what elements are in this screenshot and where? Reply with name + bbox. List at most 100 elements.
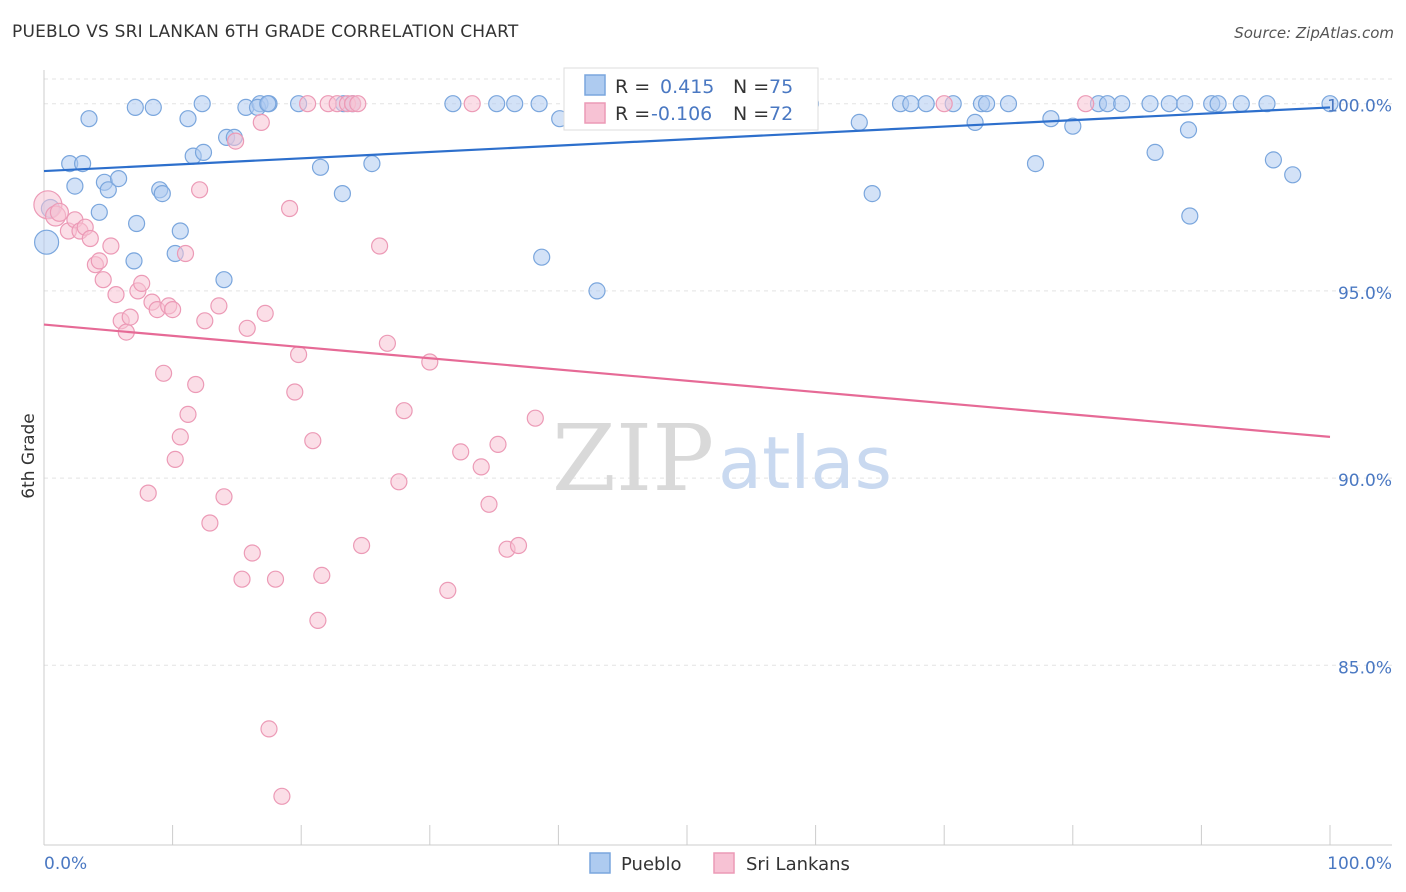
legend-swatch-pueblo [584, 74, 606, 96]
srilankan-point [179, 405, 197, 423]
srilankan-point [215, 488, 233, 506]
chart-title: PUEBLO VS SRI LANKAN 6TH GRADE CORRELATI… [12, 22, 519, 42]
pueblo-point [109, 170, 128, 188]
legend-pueblo-r-value: 0.415 [660, 76, 714, 98]
srilankan-point [155, 364, 173, 382]
srilankan-point [102, 237, 120, 255]
pueblo-point [126, 98, 144, 117]
pueblo-point [530, 95, 548, 113]
srilankan-point [390, 473, 408, 491]
srilankan-point [371, 237, 389, 255]
pueblo-point [917, 95, 935, 113]
pueblo-point [1160, 95, 1178, 113]
pueblo-point [1232, 95, 1250, 113]
legend-swatch-srilankan [584, 102, 606, 124]
srilankan-point [463, 95, 481, 113]
y-tick-label: 85.0% [1338, 658, 1392, 678]
bottom-legend-swatch-pueblo [589, 852, 611, 874]
legend-box [563, 67, 819, 131]
srilankan-point [281, 199, 299, 218]
pueblo-point [80, 110, 98, 128]
legend-srilankan-r-value: -0.106 [651, 103, 712, 125]
bottom-legend-swatch-srilankan [713, 852, 735, 874]
srilankan-point [256, 304, 274, 322]
srilankan-point [201, 514, 219, 532]
srilankan-point [480, 495, 498, 513]
srilankan-point [509, 536, 528, 555]
srilankan-point [290, 345, 308, 364]
srilankan-point [90, 252, 108, 270]
srilankan-point [171, 428, 189, 446]
srilankan-point [935, 95, 953, 113]
pueblo-point [73, 155, 92, 173]
pueblo-point [902, 95, 920, 113]
legend-srilankan-n-label: N = [733, 103, 769, 125]
srilankan-point [187, 375, 205, 394]
srilankan-point [81, 229, 99, 248]
srilankan-point [243, 544, 261, 562]
srilankan-point [260, 720, 278, 738]
srilankan-point [304, 432, 322, 450]
pueblo-point [1146, 143, 1164, 161]
y-axis-label: 6th Grade [19, 413, 39, 499]
srilankan-trend-line [43, 323, 1331, 439]
pueblo-point [179, 110, 197, 128]
srilankan-point [233, 570, 251, 588]
srilankan-point [191, 181, 209, 199]
pueblo-point [1141, 95, 1159, 113]
bottom-legend-pueblo: Pueblo [621, 854, 681, 875]
srilankan-point [121, 308, 139, 326]
pueblo-point [333, 185, 351, 203]
pueblo-point [1181, 207, 1199, 225]
pueblo-point [444, 95, 462, 113]
pueblo-point [33, 229, 60, 255]
pueblo-point [1179, 121, 1198, 139]
pueblo-point [99, 181, 117, 199]
srilankan-point [395, 402, 413, 420]
pueblo-point [588, 282, 606, 300]
srilankan-point [164, 301, 182, 319]
srilankan-point [472, 458, 490, 476]
srilankan-point [353, 536, 371, 555]
srilankan-point [94, 271, 112, 289]
pueblo-point [1209, 95, 1227, 113]
srilankan-point [49, 202, 70, 222]
correlation-legend: R = 0.415 N = 75 R = -0.106 N = 72 [563, 67, 819, 131]
srilankan-point [252, 113, 270, 132]
srilankan-point [439, 581, 457, 600]
srilankan-point [421, 353, 439, 371]
srilankan-point [309, 611, 327, 630]
pueblo-point [215, 271, 233, 289]
pueblo-point [194, 143, 213, 161]
y-tick-label: 95.0% [1338, 284, 1392, 304]
srilankan-point [526, 409, 544, 427]
pueblo-point [1284, 166, 1302, 184]
srilankan-point [313, 566, 331, 585]
pueblo-point [1176, 95, 1194, 113]
srilankan-point [196, 312, 214, 330]
pueblo-point [488, 95, 506, 113]
pueblo-point [1026, 155, 1045, 173]
pueblo-point [533, 248, 551, 266]
pueblo-point [863, 185, 881, 203]
pueblo-point [90, 203, 108, 221]
srilankan-point [133, 274, 151, 292]
pueblo-point [1264, 151, 1283, 169]
pueblo-point [66, 177, 84, 195]
srilankan-point [176, 244, 195, 263]
pueblo-point [363, 155, 381, 173]
pueblo-point [193, 95, 211, 113]
pueblo-point [1064, 117, 1082, 135]
srilankan-point [299, 95, 317, 113]
pueblo-point [999, 95, 1018, 113]
pueblo-point [1042, 110, 1060, 128]
pueblo-point [506, 95, 524, 113]
x-tick-label: 0.0% [44, 854, 87, 874]
pueblo-point [125, 252, 143, 270]
legend-pueblo-r-label: R = [615, 76, 650, 98]
srilankan-point [452, 443, 470, 461]
pueblo-point [259, 95, 277, 113]
y-tick-label: 100.0% [1327, 97, 1392, 117]
series-legend: Pueblo Sri Lankans [589, 852, 850, 875]
